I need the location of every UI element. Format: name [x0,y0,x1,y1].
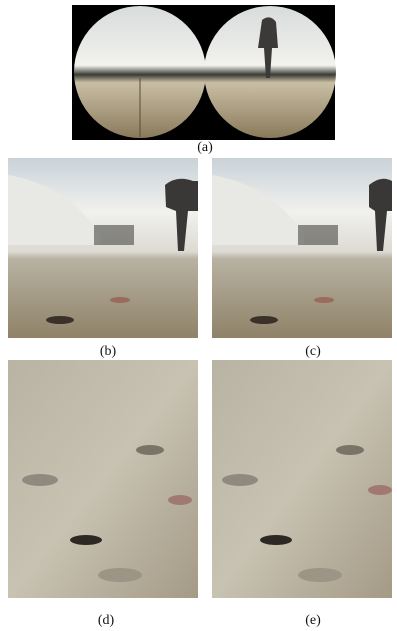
photo-b [8,158,198,338]
stone [70,535,102,545]
caption: (a) [197,140,213,155]
stone [222,474,258,486]
stone [168,495,192,505]
caption: (c) [305,344,321,359]
stone [22,474,58,486]
photo-e [212,360,392,598]
stone [298,568,342,582]
caption: (b) [100,344,117,359]
stone [260,535,292,545]
caption: (e) [305,613,321,628]
figure: (a) (b) (c) (d) (e) [0,0,397,631]
photo-c [212,158,392,338]
page: (a) (b) (c) (d) (e) (() => { [0,0,397,631]
stone [314,297,334,303]
stone [136,445,164,455]
photo-d [8,360,198,598]
railing [94,225,134,245]
stone [98,568,142,582]
stone [336,445,364,455]
stone [110,297,130,303]
caption: (d) [98,613,115,628]
railing [298,225,338,245]
stone [46,316,74,324]
stone [250,316,278,324]
stone [368,485,392,495]
